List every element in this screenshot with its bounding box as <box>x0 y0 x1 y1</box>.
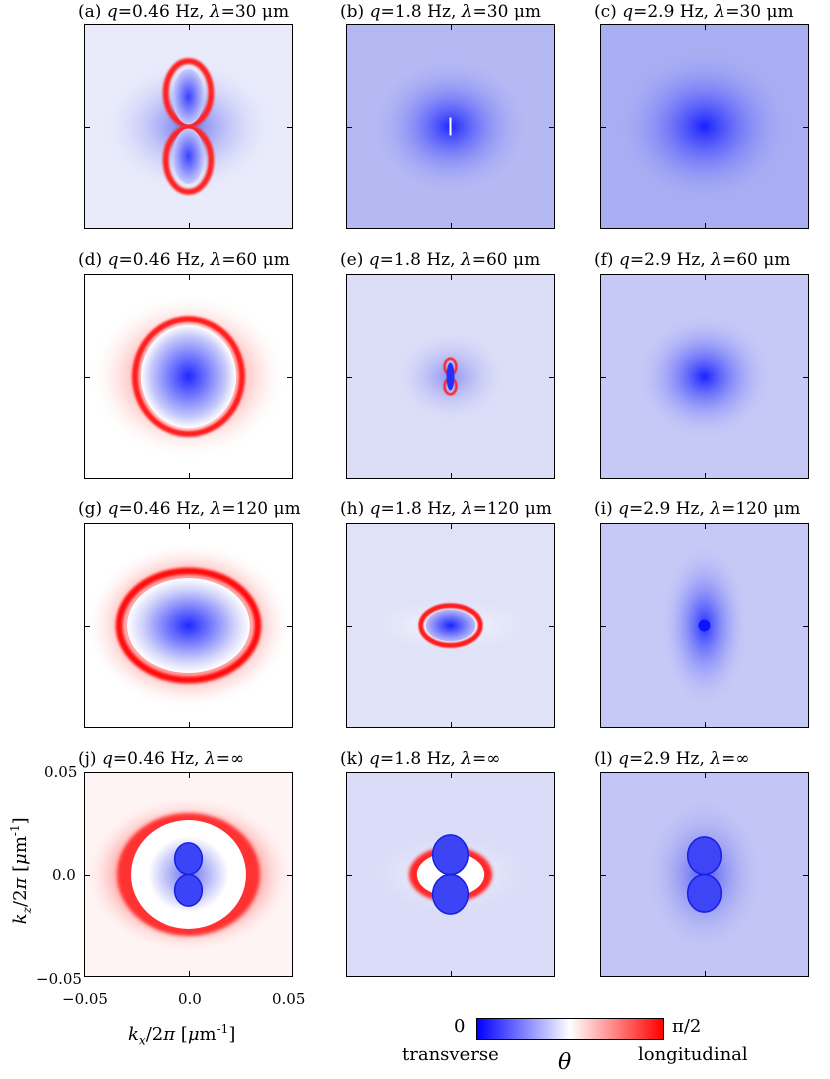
panel-a-heatmap <box>84 24 293 229</box>
panel-d-heatmap <box>84 274 293 479</box>
axis-tick <box>450 971 453 976</box>
heatmap-image <box>601 275 808 478</box>
colorbar-max-label: π/2 <box>672 1016 702 1037</box>
x-tick-label-left: −0.05 <box>62 990 108 1008</box>
panel-l-heatmap <box>600 772 809 977</box>
axis-tick <box>287 874 292 877</box>
panel-title-e: (e) q=1.8 Hz, λ=60 μm <box>340 250 541 270</box>
panel-title-a: (a) q=0.46 Hz, λ=30 μm <box>78 2 290 22</box>
axis-tick <box>450 473 453 478</box>
axis-tick <box>188 473 191 478</box>
axis-tick <box>85 126 90 129</box>
axis-tick <box>704 275 707 280</box>
axis-tick <box>347 376 352 379</box>
axis-tick <box>803 126 808 129</box>
heatmap-image <box>347 773 554 976</box>
axis-tick <box>704 473 707 478</box>
panel-title-l: (l) q=2.9 Hz, λ=∞ <box>594 749 750 769</box>
axis-tick <box>704 971 707 976</box>
axis-tick <box>450 25 453 30</box>
axis-tick <box>287 625 292 628</box>
axis-tick <box>704 722 707 727</box>
axis-tick <box>450 773 453 778</box>
x-tick-label-right: 0.05 <box>272 990 306 1008</box>
axis-tick <box>450 524 453 529</box>
axis-tick <box>188 25 191 30</box>
heatmap-image <box>85 524 292 727</box>
panel-c-heatmap <box>600 24 809 229</box>
panel-title-g: (g) q=0.46 Hz, λ=120 μm <box>78 499 301 519</box>
panel-k-heatmap <box>346 772 555 977</box>
colorbar <box>476 1018 664 1040</box>
panel-j-heatmap <box>84 772 293 977</box>
panel-title-b: (b) q=1.8 Hz, λ=30 μm <box>340 2 542 22</box>
axis-tick <box>704 524 707 529</box>
heatmap-image <box>347 524 554 727</box>
y-tick-label-top: 0.05 <box>44 763 78 781</box>
axis-tick <box>287 126 292 129</box>
axis-tick <box>450 223 453 228</box>
axis-tick <box>803 376 808 379</box>
colorbar-right-text: longitudinal <box>638 1044 748 1065</box>
panel-title-k: (k) q=1.8 Hz, λ=∞ <box>340 749 501 769</box>
panel-title-h: (h) q=1.8 Hz, λ=120 μm <box>340 499 552 519</box>
panel-title-c: (c) q=2.9 Hz, λ=30 μm <box>594 2 794 22</box>
heatmap-image <box>347 25 554 228</box>
heatmap-image <box>601 773 808 976</box>
panel-b-heatmap <box>346 24 555 229</box>
axis-tick <box>347 874 352 877</box>
axis-tick <box>450 275 453 280</box>
axis-tick <box>188 722 191 727</box>
axis-tick <box>549 126 554 129</box>
axis-tick <box>85 376 90 379</box>
panel-i-heatmap <box>600 523 809 728</box>
panel-title-j: (j) q=0.46 Hz, λ=∞ <box>78 749 245 769</box>
axis-tick <box>601 126 606 129</box>
axis-tick <box>549 625 554 628</box>
panel-e-heatmap <box>346 274 555 479</box>
axis-tick <box>188 971 191 976</box>
heatmap-image <box>85 275 292 478</box>
panel-g-heatmap <box>84 523 293 728</box>
panel-title-d: (d) q=0.46 Hz, λ=60 μm <box>78 250 290 270</box>
y-tick-label-bottom: −0.05 <box>36 970 82 988</box>
axis-tick <box>450 722 453 727</box>
axis-tick <box>287 376 292 379</box>
panel-h-heatmap <box>346 523 555 728</box>
axis-tick <box>549 874 554 877</box>
axis-tick <box>704 223 707 228</box>
axis-tick <box>549 376 554 379</box>
panel-title-i: (i) q=2.9 Hz, λ=120 μm <box>594 499 801 519</box>
y-axis-title: kz/2π [μm-1] <box>8 817 34 925</box>
axis-tick <box>85 874 90 877</box>
axis-tick <box>704 25 707 30</box>
axis-tick <box>188 773 191 778</box>
axis-tick <box>601 874 606 877</box>
heatmap-image <box>85 25 292 228</box>
axis-tick <box>347 625 352 628</box>
heatmap-image <box>601 25 808 228</box>
axis-tick <box>188 524 191 529</box>
axis-tick <box>803 625 808 628</box>
axis-tick <box>347 126 352 129</box>
colorbar-symbol: θ <box>558 1050 572 1075</box>
axis-tick <box>601 376 606 379</box>
x-axis-title: kx/2π [μm-1] <box>128 1022 236 1048</box>
y-tick-label-mid: 0.0 <box>52 866 76 884</box>
panel-f-heatmap <box>600 274 809 479</box>
axis-tick <box>188 275 191 280</box>
heatmap-image <box>601 524 808 727</box>
axis-tick <box>704 773 707 778</box>
heatmap-image <box>85 773 292 976</box>
panel-title-f: (f) q=2.9 Hz, λ=60 μm <box>594 250 791 270</box>
axis-tick <box>188 223 191 228</box>
axis-tick <box>85 625 90 628</box>
colorbar-left-text: transverse <box>402 1044 499 1065</box>
heatmap-image <box>347 275 554 478</box>
x-tick-label-mid: 0.0 <box>178 990 202 1008</box>
axis-tick <box>601 625 606 628</box>
colorbar-min-label: 0 <box>454 1016 466 1037</box>
axis-tick <box>803 874 808 877</box>
